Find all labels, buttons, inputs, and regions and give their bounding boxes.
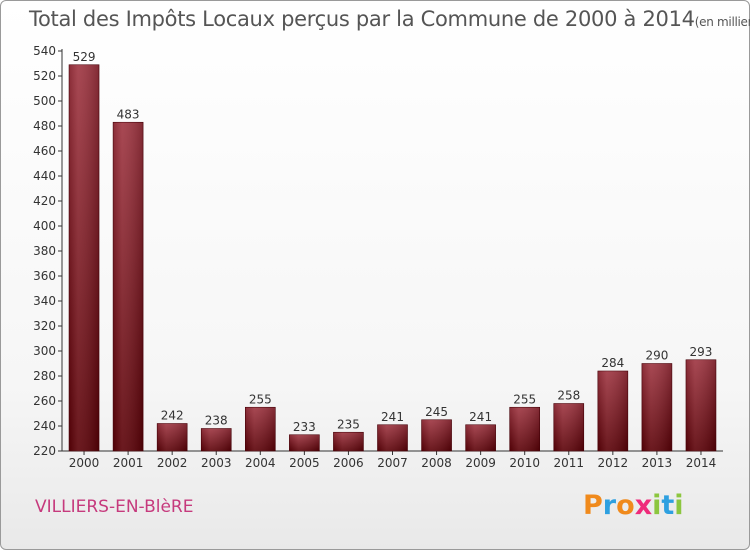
bar-shine bbox=[553, 403, 584, 451]
logo-letter: x bbox=[634, 490, 653, 521]
y-tick-label: 340 bbox=[33, 294, 56, 308]
logo-letter: r bbox=[602, 490, 617, 521]
y-tick-label: 260 bbox=[33, 394, 56, 408]
logo-letter: i bbox=[652, 490, 662, 521]
x-tick-label: 2010 bbox=[509, 456, 540, 470]
data-label: 483 bbox=[117, 107, 140, 121]
x-tick-label: 2006 bbox=[333, 456, 364, 470]
y-tick-label: 360 bbox=[33, 269, 56, 283]
y-tick-label: 280 bbox=[33, 369, 56, 383]
data-label: 290 bbox=[645, 349, 668, 363]
data-label: 242 bbox=[161, 409, 184, 423]
unit-label: (en milliers d'€) bbox=[694, 15, 750, 29]
bar-shine bbox=[597, 371, 628, 451]
bars bbox=[68, 64, 717, 452]
x-tick-label: 2007 bbox=[377, 456, 408, 470]
data-label: 241 bbox=[381, 410, 404, 424]
value-labels: 529 483 242 238 255 233 235 241 245 241 255 258 284 2… bbox=[73, 50, 713, 434]
y-tick-label: 400 bbox=[33, 219, 56, 233]
y-tick-label: 420 bbox=[33, 194, 56, 208]
data-label: 284 bbox=[601, 356, 624, 370]
x-tick-label: 2012 bbox=[598, 456, 629, 470]
bar-shine bbox=[157, 423, 188, 451]
x-tick-label: 2001 bbox=[113, 456, 144, 470]
bar-shine bbox=[421, 419, 452, 451]
logo-letter: P bbox=[583, 490, 603, 521]
data-label: 235 bbox=[337, 417, 360, 431]
x-tick-label: 2008 bbox=[421, 456, 452, 470]
x-tick-label: 2003 bbox=[201, 456, 232, 470]
chart-title: Total des Impôts Locaux perçus par la Co… bbox=[29, 7, 750, 31]
bar-shine bbox=[113, 122, 144, 451]
x-tick-label: 2002 bbox=[157, 456, 188, 470]
y-tick-label: 500 bbox=[33, 94, 56, 108]
data-label: 238 bbox=[205, 414, 228, 428]
data-label: 245 bbox=[425, 405, 448, 419]
logo-letter: i bbox=[674, 490, 684, 521]
y-tick-label: 520 bbox=[33, 69, 56, 83]
y-tick-label: 460 bbox=[33, 144, 56, 158]
x-tick-label: 2005 bbox=[289, 456, 320, 470]
data-label: 258 bbox=[557, 389, 580, 403]
x-tick-label: 2011 bbox=[553, 456, 584, 470]
data-label: 241 bbox=[469, 410, 492, 424]
bar-shine bbox=[245, 407, 276, 451]
y-tick-label: 480 bbox=[33, 119, 56, 133]
bar-shine bbox=[465, 424, 496, 451]
y-tick-label: 300 bbox=[33, 344, 56, 358]
y-tick-label: 320 bbox=[33, 319, 56, 333]
data-label: 255 bbox=[513, 392, 536, 406]
logo-letter: o bbox=[616, 490, 635, 521]
x-tick-label: 2013 bbox=[642, 456, 673, 470]
bar-shine bbox=[333, 432, 364, 451]
y-tick-label: 220 bbox=[33, 444, 56, 458]
proxiti-logo: Proxiti bbox=[583, 490, 684, 521]
bar-shine bbox=[377, 424, 408, 451]
y-tick-label: 440 bbox=[33, 169, 56, 183]
x-tick-label: 2009 bbox=[465, 456, 496, 470]
data-label: 233 bbox=[293, 420, 316, 434]
bar-shine bbox=[289, 434, 320, 451]
y-tick-label: 380 bbox=[33, 244, 56, 258]
axes: 220 240 260 280 300 320 340 360 380 400 420 440 460 4… bbox=[33, 44, 723, 470]
bar-shine bbox=[641, 363, 672, 451]
bar-shine bbox=[509, 407, 540, 451]
x-tick-label: 2000 bbox=[69, 456, 100, 470]
bar-shine bbox=[69, 64, 100, 451]
logo-letter: t bbox=[661, 490, 675, 521]
commune-name: VILLIERS-EN-BlèRE bbox=[35, 497, 194, 517]
data-label: 293 bbox=[690, 345, 713, 359]
x-tick-label: 2004 bbox=[245, 456, 276, 470]
data-label: 255 bbox=[249, 392, 272, 406]
chart-title-text: Total des Impôts Locaux perçus par la Co… bbox=[29, 7, 695, 31]
bar-shine bbox=[685, 359, 716, 451]
data-label: 529 bbox=[73, 50, 96, 64]
bar-shine bbox=[201, 428, 232, 451]
y-tick-label: 240 bbox=[33, 419, 56, 433]
y-tick-label: 540 bbox=[33, 44, 56, 58]
x-tick-label: 2014 bbox=[686, 456, 717, 470]
